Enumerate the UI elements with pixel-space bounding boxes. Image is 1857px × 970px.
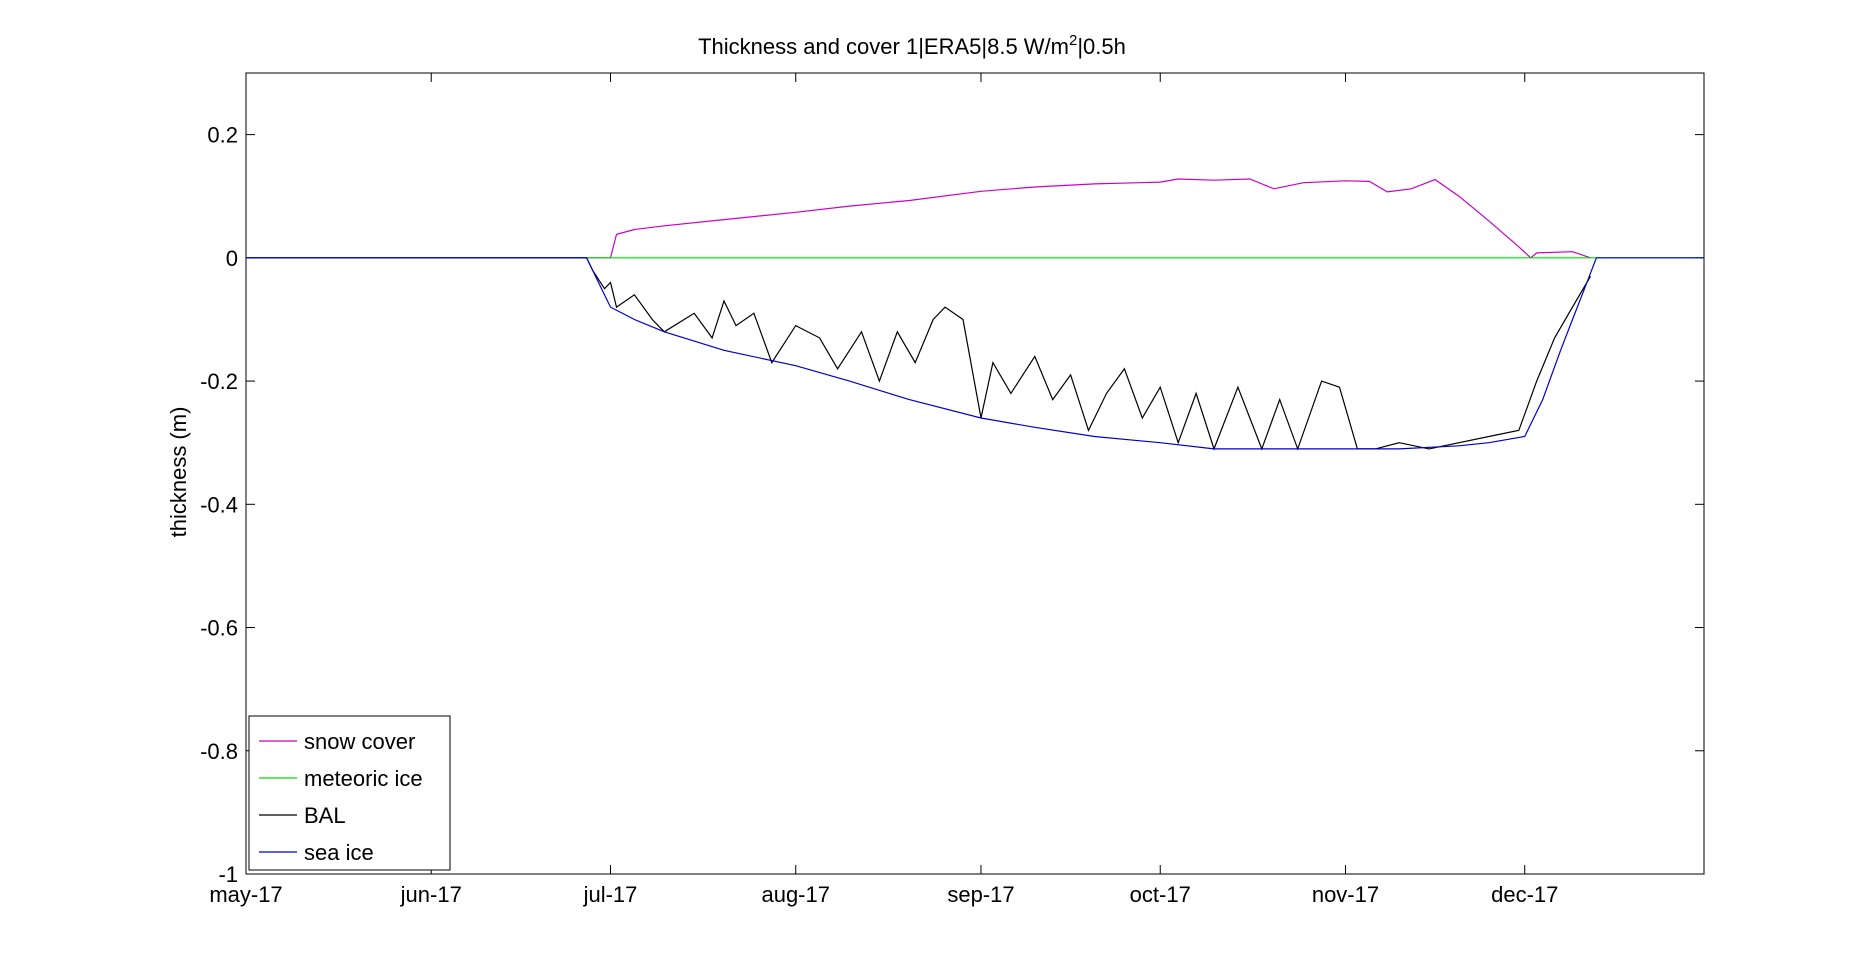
- y-axis-label: thickness (m): [166, 407, 191, 538]
- series-line-sea-ice: [246, 257, 1704, 450]
- title-main: Thickness and cover 1|ERA5|8.5 W/m: [698, 34, 1069, 59]
- x-tick-label: nov-17: [1312, 882, 1379, 907]
- x-tick-label: dec-17: [1491, 882, 1558, 907]
- x-tick-label: aug-17: [761, 882, 830, 907]
- y-tick-label: -0.4: [200, 492, 238, 517]
- y-tick-label: -0.8: [200, 739, 238, 764]
- legend-label: BAL: [304, 803, 346, 828]
- y-tick-label: 0.2: [207, 123, 238, 148]
- series-line-snow-cover: [246, 178, 1591, 259]
- x-tick-label: sep-17: [947, 882, 1014, 907]
- y-tick-label: -0.6: [200, 616, 238, 641]
- x-tick-label: jul-17: [583, 882, 638, 907]
- y-tick-label: -1: [218, 862, 238, 887]
- legend-box: [248, 715, 451, 871]
- x-tick-label: may-17: [209, 882, 282, 907]
- legend-label: meteoric ice: [304, 766, 423, 791]
- title-suffix: |0.5h: [1077, 34, 1126, 59]
- svg-text:Thickness and cover 1|ERA5|8.5: Thickness and cover 1|ERA5|8.5 W/m2|0.5h: [698, 32, 1126, 59]
- plot-title: Thickness and cover 1|ERA5|8.5 W/m2|0.5h: [698, 32, 1126, 59]
- legend: snow cover meteoric ice BAL sea ice: [248, 715, 451, 871]
- series-lines: [246, 178, 1704, 451]
- title-superscript: 2: [1069, 32, 1077, 49]
- y-tick-label: 0: [226, 246, 238, 271]
- series-line-bal: [246, 257, 1592, 451]
- x-tick-label: jun-17: [400, 882, 462, 907]
- legend-label: snow cover: [304, 729, 415, 754]
- axis-ticks: may-17 jun-17 jul-17 aug-17 sep-17 oct-17 nov-…: [200, 73, 1704, 907]
- plot-area-frame: [245, 72, 1705, 875]
- legend-label: sea ice: [304, 840, 374, 865]
- y-tick-label: -0.2: [200, 369, 238, 394]
- x-tick-label: oct-17: [1130, 882, 1191, 907]
